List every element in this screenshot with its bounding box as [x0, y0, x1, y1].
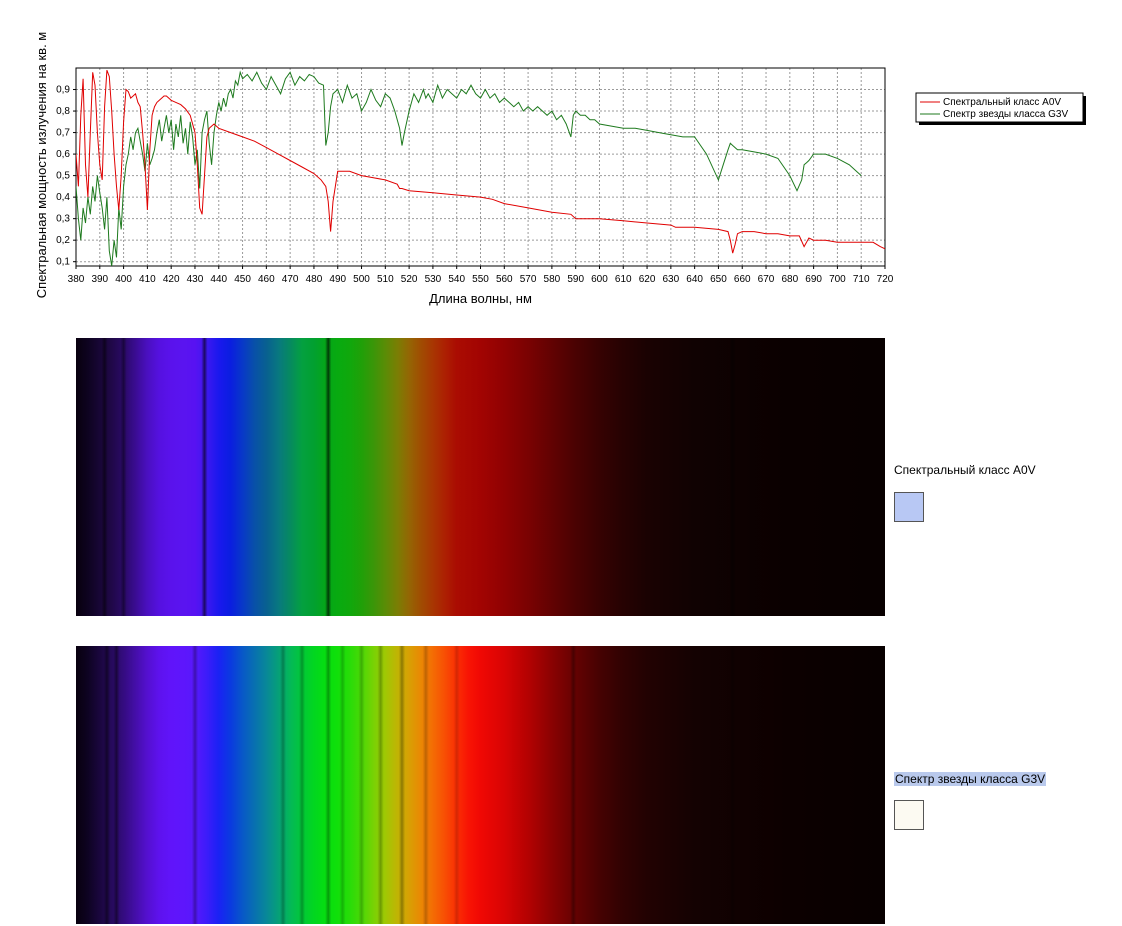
- x-axis-ticks: 380 390 400 410 420 430 440 450 460 470 480 490 500 5…: [68, 266, 894, 285]
- x-tick-label: 530: [425, 274, 442, 285]
- y-tick-label: 0,6: [56, 149, 70, 160]
- x-tick-label: 380: [68, 274, 85, 285]
- chart-legend: Спектральный класс A0V Спектр звезды кла…: [915, 92, 1086, 125]
- x-tick-label: 590: [567, 274, 584, 285]
- legend-label-a0v: Спектральный класс A0V: [943, 97, 1061, 108]
- y-tick-label: 0,1: [56, 257, 70, 268]
- x-tick-label: 580: [544, 274, 561, 285]
- x-tick-label: 390: [91, 274, 108, 285]
- y-tick-label: 0,9: [56, 85, 70, 96]
- x-tick-label: 640: [686, 274, 703, 285]
- x-tick-label: 610: [615, 274, 632, 285]
- spectrum-strip-g3v: [76, 646, 885, 924]
- x-tick-label: 560: [496, 274, 513, 285]
- x-tick-label: 600: [591, 274, 608, 285]
- x-tick-label: 550: [472, 274, 489, 285]
- y-tick-label: 0,3: [56, 214, 70, 225]
- y-tick-label: 0,8: [56, 106, 70, 117]
- x-tick-label: 620: [639, 274, 656, 285]
- x-axis-title: Длина волны, нм: [429, 291, 532, 306]
- x-tick-label: 650: [710, 274, 727, 285]
- y-tick-label: 0,2: [56, 235, 70, 246]
- spectral-chart: 380 390 400 410 420 430 440 450 460 470 480 490 500 5…: [34, 32, 1086, 306]
- swatch-label-a0v: Спектральный класс A0V: [894, 463, 1036, 477]
- swatch-label-g3v: Спектр звезды класса G3V: [894, 772, 1047, 786]
- x-tick-label: 510: [377, 274, 394, 285]
- series-layer: [76, 70, 885, 266]
- x-tick-label: 720: [877, 274, 894, 285]
- x-tick-label: 440: [210, 274, 227, 285]
- color-swatch-a0v: [894, 492, 924, 522]
- x-tick-label: 520: [401, 274, 418, 285]
- x-tick-label: 490: [329, 274, 346, 285]
- y-tick-label: 0,7: [56, 128, 70, 139]
- x-tick-label: 570: [520, 274, 537, 285]
- x-tick-label: 410: [139, 274, 156, 285]
- legend-label-g3v: Спектр звезды класса G3V: [943, 109, 1068, 120]
- x-tick-label: 430: [187, 274, 204, 285]
- color-swatch-g3v: [894, 800, 924, 830]
- x-tick-label: 420: [163, 274, 180, 285]
- x-tick-label: 460: [258, 274, 275, 285]
- x-tick-label: 500: [353, 274, 370, 285]
- y-tick-label: 0,4: [56, 192, 70, 203]
- x-tick-label: 400: [115, 274, 132, 285]
- x-tick-label: 630: [663, 274, 680, 285]
- series-line-g3v: [76, 70, 862, 266]
- series-line-a0v: [76, 70, 885, 254]
- y-axis-title: Спектральная мощность излучения на кв. м: [34, 32, 49, 299]
- x-tick-label: 710: [853, 274, 870, 285]
- x-tick-label: 670: [758, 274, 775, 285]
- x-tick-label: 450: [234, 274, 251, 285]
- x-tick-label: 700: [829, 274, 846, 285]
- x-tick-label: 680: [781, 274, 798, 285]
- x-tick-label: 470: [282, 274, 299, 285]
- x-tick-label: 480: [306, 274, 323, 285]
- spectrum-strip-a0v: [76, 338, 885, 616]
- y-tick-label: 0,5: [56, 171, 70, 182]
- x-tick-label: 660: [734, 274, 751, 285]
- x-tick-label: 690: [805, 274, 822, 285]
- y-axis-ticks: 0,1 0,2 0,3 0,4 0,5 0,6 0,7 0,8 0,9: [56, 85, 76, 268]
- x-tick-label: 540: [448, 274, 465, 285]
